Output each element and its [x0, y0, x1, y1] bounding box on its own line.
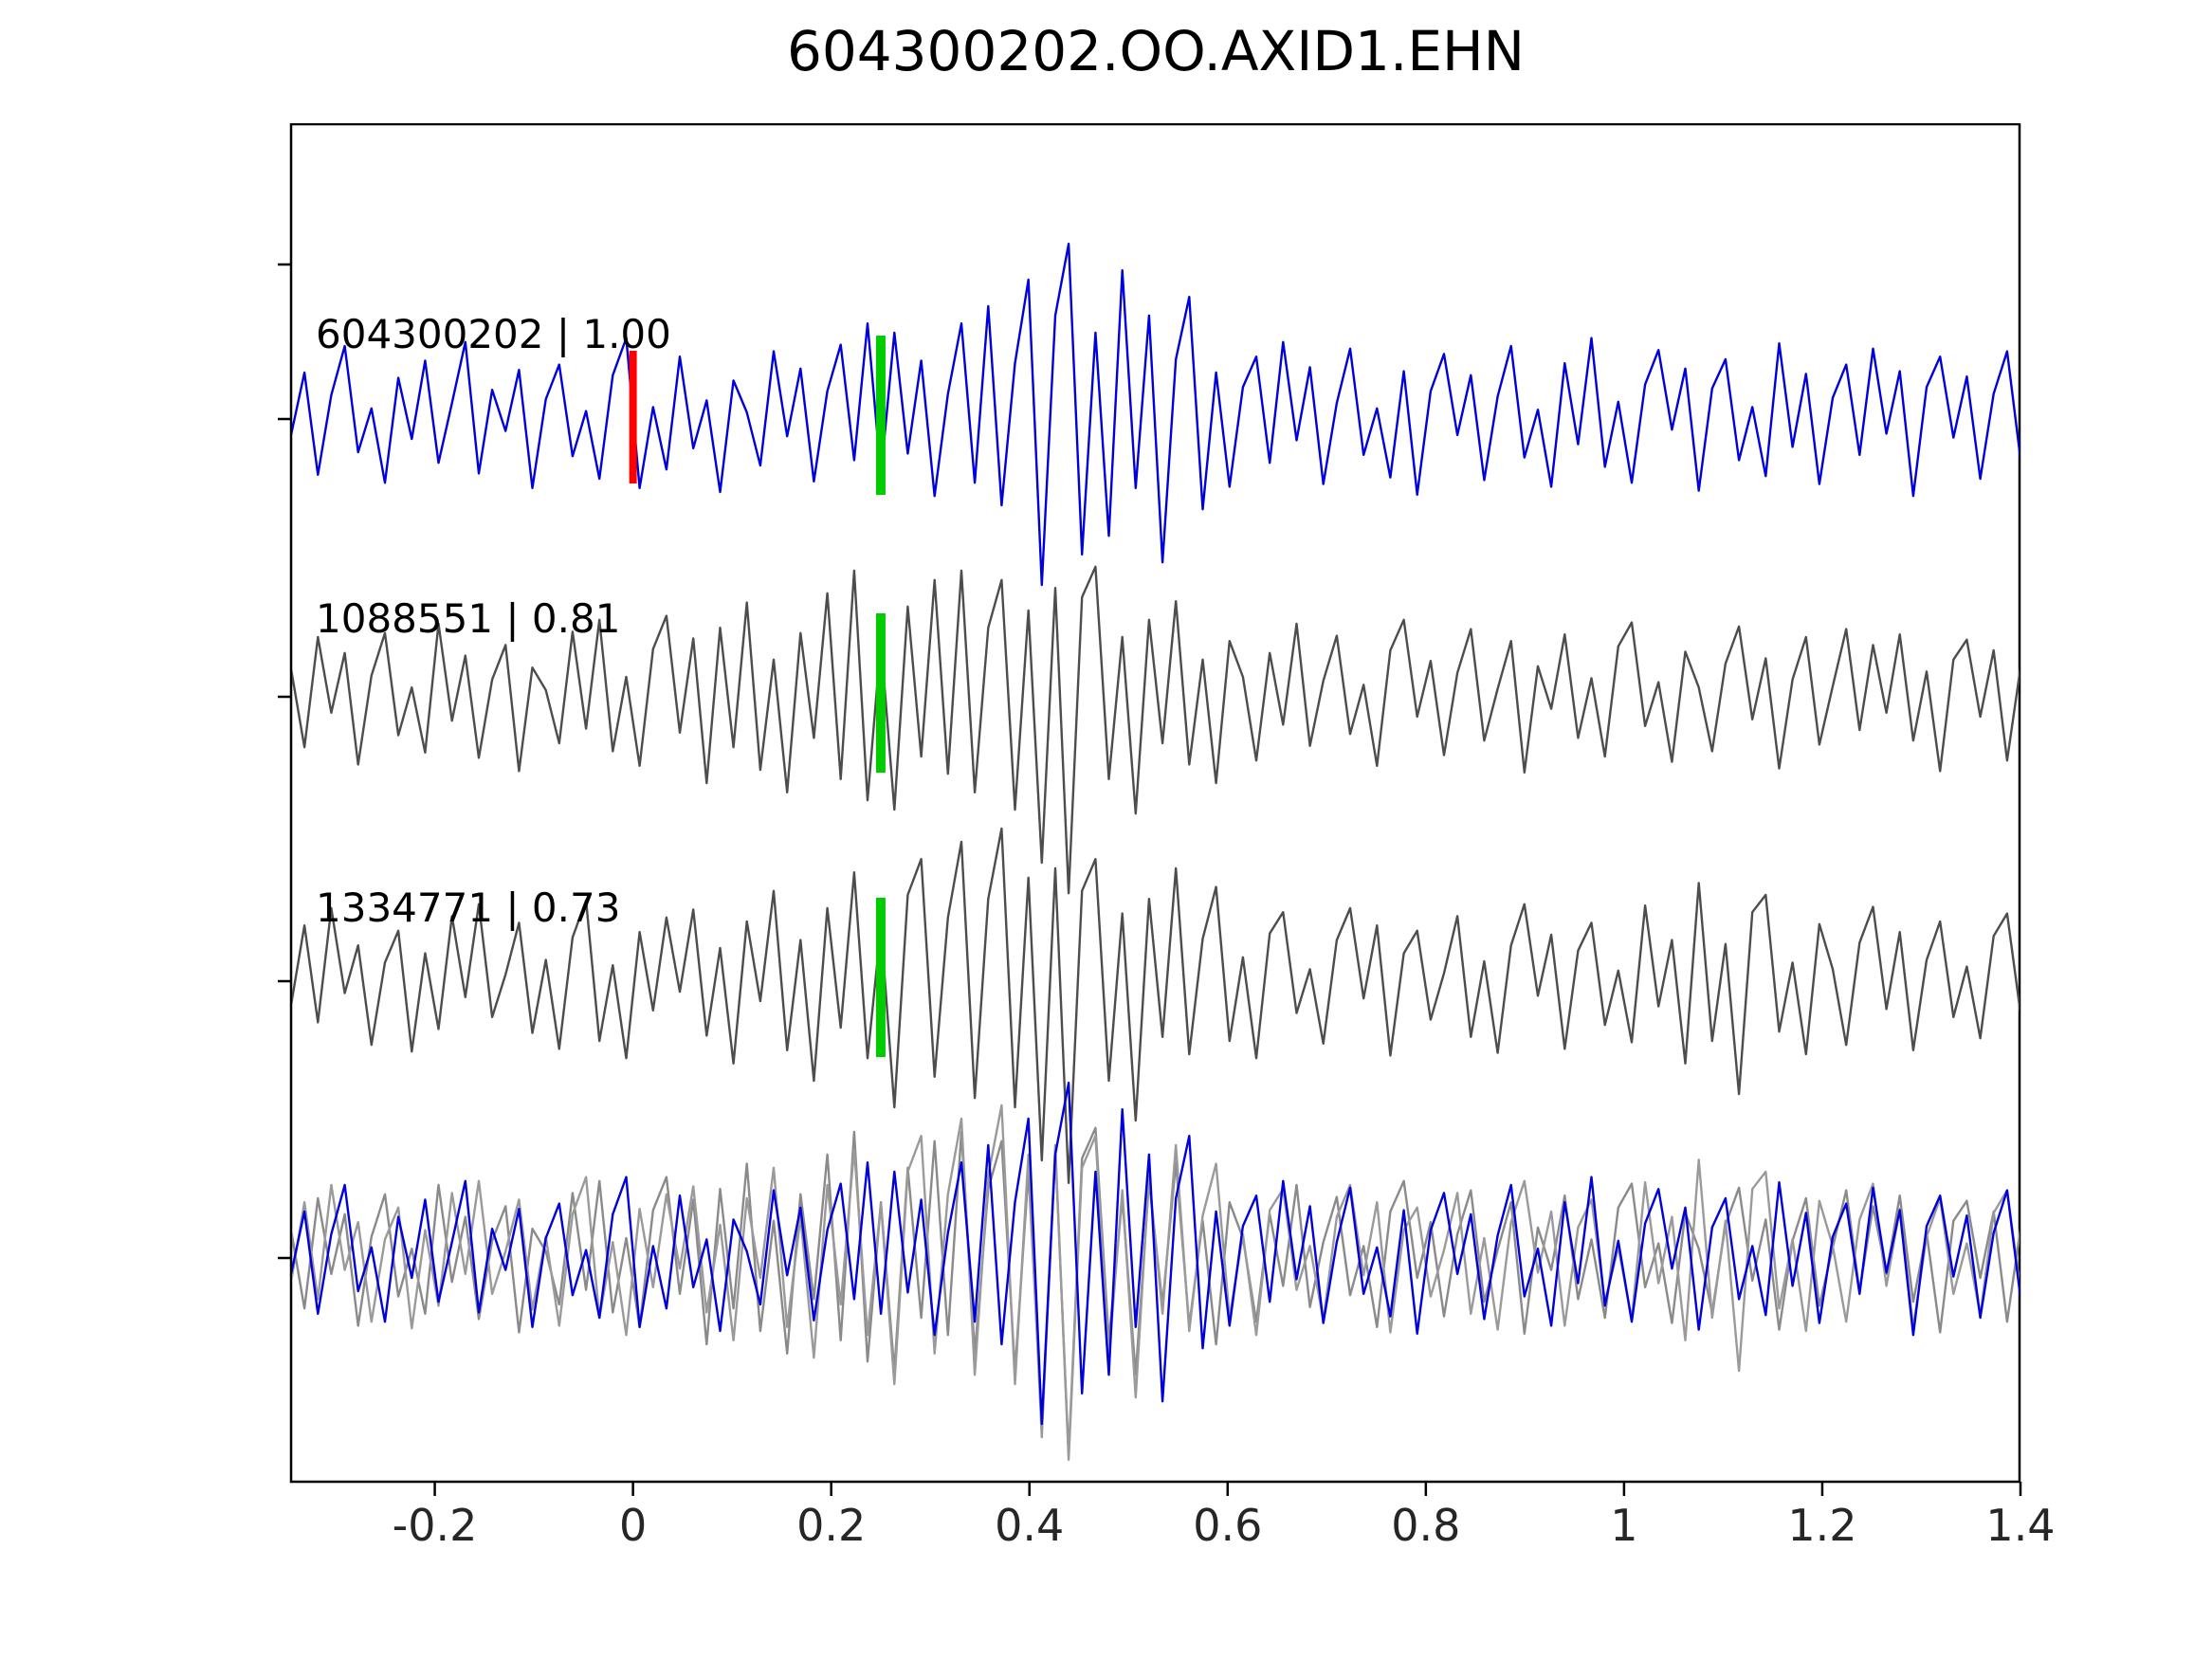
plot-title: 604300202.OO.AXID1.EHN [786, 19, 1526, 83]
waveform-overlay-1334771 [292, 1103, 2020, 1462]
x-tick-label: 0.6 [1193, 1500, 1263, 1551]
x-tick-label: 0.2 [796, 1500, 867, 1551]
waveform-plot [278, 123, 2022, 1496]
x-tick-label: -0.2 [392, 1500, 478, 1551]
waveform-604300202 [292, 242, 2020, 587]
x-tick-label: 0.8 [1391, 1500, 1461, 1551]
x-tick-label: 1.4 [1985, 1500, 2056, 1551]
x-tick-label: 0 [618, 1500, 648, 1551]
trace-label-1334771: 1334771 | 0.73 [316, 884, 621, 931]
trace-label-604300202: 604300202 | 1.00 [316, 311, 671, 357]
x-tick-label: 1 [1610, 1500, 1638, 1551]
x-tick-label: 1.2 [1787, 1500, 1857, 1551]
trace-label-1088551: 1088551 | 0.81 [316, 595, 621, 642]
x-tick-label: 0.4 [995, 1500, 1065, 1551]
waveform-overlay-604300202 [292, 1082, 2020, 1426]
plot-border [289, 123, 2021, 1484]
waveform-1088551 [292, 565, 2020, 895]
waveform-1334771 [292, 827, 2020, 1185]
